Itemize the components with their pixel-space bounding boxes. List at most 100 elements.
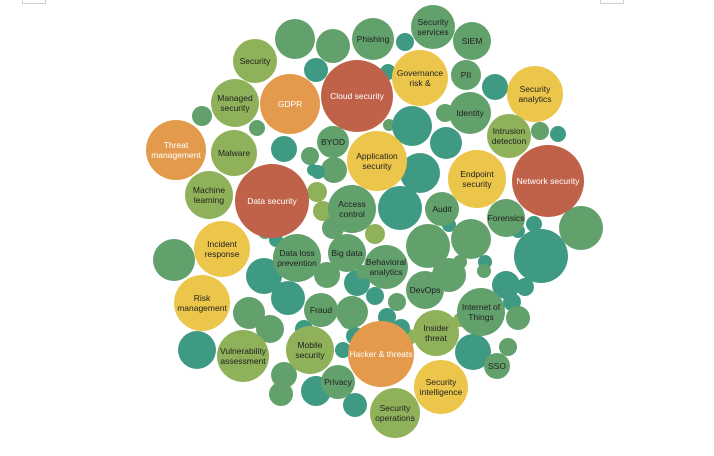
bubble-unlabeled bbox=[233, 297, 265, 329]
bubble-circle bbox=[304, 293, 338, 327]
bubble-devops: DevOps bbox=[406, 271, 444, 309]
bubble-unlabeled bbox=[383, 119, 395, 131]
bubble-unlabeled bbox=[269, 382, 293, 406]
bubble-unlabeled bbox=[307, 164, 319, 176]
bubble-label: Internet of Things bbox=[462, 302, 501, 322]
bubble-unlabeled bbox=[482, 74, 508, 100]
bubble-circle bbox=[425, 192, 459, 226]
bubble-incident-response: Incident response bbox=[194, 221, 250, 277]
bubble-unlabeled bbox=[396, 33, 414, 51]
bubble-label: Vulnerability assessment bbox=[220, 346, 267, 366]
bubble-unlabeled bbox=[526, 216, 542, 232]
bubble-circle bbox=[233, 39, 277, 83]
bubble-label: Access control bbox=[338, 199, 365, 219]
bubble-unlabeled bbox=[550, 126, 566, 142]
bubble-threat-management: Threat management bbox=[146, 120, 206, 180]
frame-corner-left bbox=[22, 0, 46, 4]
bubble-circle bbox=[321, 60, 393, 132]
bubble-unlabeled bbox=[406, 224, 450, 268]
bubble-unlabeled bbox=[314, 262, 340, 288]
bubble-unlabeled bbox=[249, 120, 265, 136]
bubble-unlabeled bbox=[301, 147, 319, 165]
bubble-label: DevOps bbox=[410, 285, 441, 295]
bubble-label: Data loss prevention bbox=[277, 248, 317, 268]
bubble-circle bbox=[348, 321, 414, 387]
bubble-label: Privacy bbox=[324, 377, 353, 387]
bubble-label: Cloud security bbox=[330, 91, 385, 101]
bubble-circle bbox=[457, 288, 505, 336]
bubble-unlabeled bbox=[516, 278, 534, 296]
bubble-circle bbox=[211, 130, 257, 176]
bubble-circle bbox=[414, 360, 468, 414]
bubble-security-services: Security services bbox=[411, 5, 455, 49]
bubble-circle bbox=[512, 145, 584, 217]
bubble-behavioral-analytics: Behavioral analytics bbox=[364, 245, 408, 289]
bubble-access-control: Access control bbox=[328, 185, 376, 233]
bubble-circle bbox=[487, 114, 531, 158]
bubble-hacker-and-threats: Hacker & threats bbox=[348, 321, 414, 387]
bubble-unlabeled bbox=[492, 271, 520, 299]
bubble-security-analytics: Security analytics bbox=[507, 66, 563, 122]
bubble-unlabeled bbox=[307, 182, 327, 202]
bubble-pii: PII bbox=[451, 60, 481, 90]
bubble-label: Identity bbox=[456, 108, 484, 118]
bubble-circle bbox=[235, 164, 309, 238]
bubble-unlabeled bbox=[192, 106, 212, 126]
bubble-label: Hacker & threats bbox=[349, 349, 412, 359]
bubble-unlabeled bbox=[335, 342, 351, 358]
bubble-circle bbox=[185, 171, 233, 219]
bubble-unlabeled bbox=[514, 229, 568, 283]
bubble-circle bbox=[487, 199, 525, 237]
bubble-unlabeled bbox=[316, 29, 350, 63]
bubble-unlabeled bbox=[246, 258, 282, 294]
bubble-label: Behavioral analytics bbox=[366, 257, 406, 277]
bubble-unlabeled bbox=[340, 311, 358, 329]
bubble-security-intelligence: Security intelligence bbox=[414, 360, 468, 414]
bubble-big-data: Big data bbox=[328, 234, 366, 272]
bubble-label: Network security bbox=[517, 176, 581, 186]
bubble-label: Governance risk & bbox=[397, 68, 444, 88]
bubble-label: Security analytics bbox=[518, 84, 551, 104]
bubble-label: Forensics bbox=[488, 213, 525, 223]
bubble-circle bbox=[451, 60, 481, 90]
bubble-label: Fraud bbox=[310, 305, 332, 315]
bubble-circle bbox=[347, 131, 407, 191]
bubble-fraud: Fraud bbox=[304, 293, 338, 327]
bubble-identity: Identity bbox=[449, 92, 491, 134]
bubble-circle bbox=[364, 245, 408, 289]
bubble-label: Risk management bbox=[177, 293, 227, 313]
bubble-label: Application security bbox=[356, 151, 398, 171]
bubble-unlabeled bbox=[365, 224, 385, 244]
bubble-unlabeled bbox=[451, 219, 491, 259]
bubble-sso: SSO bbox=[484, 353, 510, 379]
bubble-circle bbox=[317, 126, 349, 158]
bubble-malware: Malware bbox=[211, 130, 257, 176]
bubble-label: Incident response bbox=[205, 239, 240, 259]
bubble-label: Machine learning bbox=[193, 185, 225, 205]
bubble-siem: SIEM bbox=[453, 22, 491, 60]
bubble-governance-risk-and: Governance risk & bbox=[392, 50, 448, 106]
bubble-mobile-security: Mobile security bbox=[286, 326, 334, 374]
bubble-label: Security services bbox=[417, 17, 449, 37]
bubble-unlabeled bbox=[343, 393, 367, 417]
bubble-circle bbox=[211, 79, 259, 127]
bubble-label: Audit bbox=[432, 204, 452, 214]
bubble-unlabeled bbox=[430, 127, 462, 159]
bubble-unlabeled bbox=[178, 331, 216, 369]
bubble-label: Phishing bbox=[357, 34, 390, 44]
bubble-audit: Audit bbox=[425, 192, 459, 226]
bubble-circle bbox=[413, 310, 459, 356]
bubble-unlabeled bbox=[400, 153, 440, 193]
bubble-machine-learning: Machine learning bbox=[185, 171, 233, 219]
bubble-unlabeled bbox=[256, 315, 284, 343]
bubble-label: Security bbox=[240, 56, 271, 66]
bubble-circle bbox=[507, 66, 563, 122]
bubble-label: Data security bbox=[247, 196, 297, 206]
bubble-circle bbox=[453, 22, 491, 60]
bubble-label: GDPR bbox=[278, 99, 303, 109]
bubble-label: BYOD bbox=[321, 137, 345, 147]
bubble-unlabeled bbox=[477, 264, 491, 278]
bubble-label: SSO bbox=[488, 361, 506, 371]
